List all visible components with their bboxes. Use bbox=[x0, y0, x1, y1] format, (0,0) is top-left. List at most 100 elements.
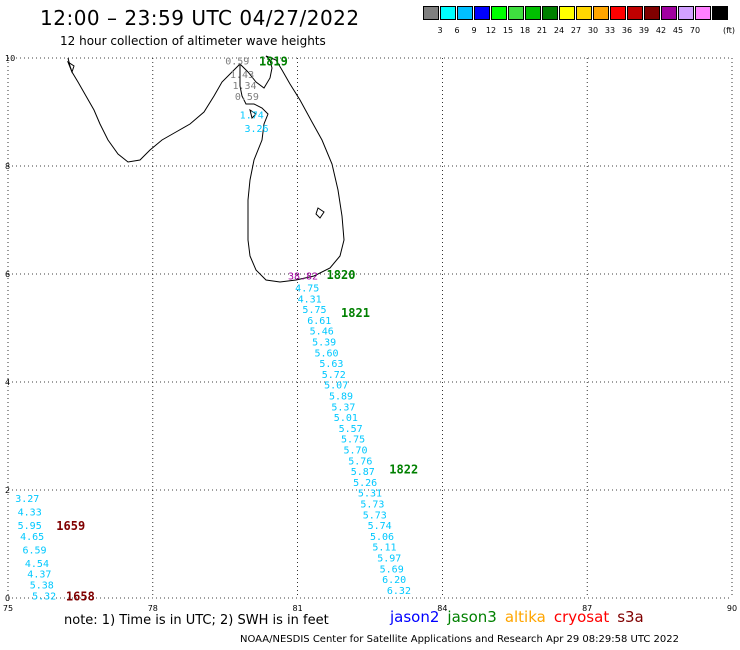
wave-height-value: 4.37 bbox=[27, 570, 51, 581]
wave-height-value: 5.37 bbox=[331, 402, 355, 413]
scale-label: 27 bbox=[570, 26, 582, 35]
scale-label: 6 bbox=[454, 26, 460, 35]
india-coastline bbox=[67, 57, 241, 163]
wave-height-value: 6.32 bbox=[387, 586, 411, 597]
wave-height-value: 6.61 bbox=[307, 316, 331, 327]
sri-lanka-coastline bbox=[239, 55, 345, 283]
scale-label: 70 bbox=[689, 26, 701, 35]
wave-height-value: 5.39 bbox=[312, 338, 336, 349]
wave-height-value: 4.31 bbox=[298, 294, 322, 305]
scale-swatch bbox=[508, 6, 524, 20]
scale-swatch bbox=[440, 6, 456, 20]
scale-label: 9 bbox=[471, 26, 477, 35]
scale-swatch bbox=[695, 6, 711, 20]
wave-height-value: 5.06 bbox=[370, 532, 394, 543]
pass-time-label: 1820 bbox=[327, 268, 356, 282]
scale-label: 36 bbox=[621, 26, 633, 35]
wave-height-value: 5.01 bbox=[334, 413, 358, 424]
pass-time-label: 1822 bbox=[389, 462, 418, 476]
pass-time-label: 1659 bbox=[56, 519, 85, 533]
scale-swatch bbox=[542, 6, 558, 20]
scale-swatch bbox=[474, 6, 490, 20]
scale-label: 24 bbox=[553, 26, 565, 35]
wave-height-value: 5.70 bbox=[343, 446, 367, 457]
scale-label: 21 bbox=[536, 26, 548, 35]
coastline bbox=[66, 55, 345, 283]
legend-item-cryosat: cryosat bbox=[553, 608, 610, 626]
scale-swatch bbox=[525, 6, 541, 20]
wave-height-value: 5.31 bbox=[358, 489, 382, 500]
scale-label: 15 bbox=[502, 26, 514, 35]
scale-swatch bbox=[627, 6, 643, 20]
scale-swatch bbox=[559, 6, 575, 20]
footnote: note: 1) Time is in UTC; 2) SWH is in fe… bbox=[64, 613, 329, 628]
scale-swatch bbox=[423, 6, 439, 20]
x-tick-label: 81 bbox=[293, 604, 303, 613]
wave-height-value: 5.75 bbox=[302, 305, 326, 316]
wave-height-value: 4.54 bbox=[25, 559, 49, 570]
scale-swatch bbox=[491, 6, 507, 20]
scale-label: 33 bbox=[604, 26, 616, 35]
coast-islet bbox=[249, 108, 257, 119]
scale-swatch bbox=[712, 6, 728, 20]
wave-height-value: 5.74 bbox=[368, 521, 392, 532]
y-tick-label: 2 bbox=[5, 486, 10, 495]
scale-label: 18 bbox=[519, 26, 531, 35]
scale-swatch bbox=[576, 6, 592, 20]
legend-item-s3a: s3a bbox=[617, 608, 644, 626]
coast-islet bbox=[315, 207, 325, 219]
x-tick-label: 84 bbox=[437, 604, 447, 613]
wave-height-value: 5.38 bbox=[30, 581, 54, 592]
wave-height-value: 4.65 bbox=[20, 532, 44, 543]
scale-swatch bbox=[457, 6, 473, 20]
map-title: 12:00 – 23:59 UTC 04/27/2022 bbox=[40, 6, 360, 30]
map-subtitle: 12 hour collection of altimeter wave hei… bbox=[60, 34, 326, 48]
wave-height-value: 1.74 bbox=[240, 111, 264, 122]
scale-unit: (ft) bbox=[723, 26, 736, 35]
wave-height-value: 5.11 bbox=[372, 543, 396, 554]
wave-height-value: 5.97 bbox=[377, 554, 401, 565]
x-tick-label: 87 bbox=[582, 604, 592, 613]
wave-height-value: 6.20 bbox=[382, 575, 406, 586]
scale-label: 12 bbox=[485, 26, 497, 35]
wave-height-value: 5.46 bbox=[310, 327, 334, 338]
y-tick-label: 10 bbox=[5, 54, 15, 63]
scale-label: 39 bbox=[638, 26, 650, 35]
wave-height-value: 5.75 bbox=[341, 435, 365, 446]
x-tick-label: 90 bbox=[727, 604, 737, 613]
x-tick-label: 78 bbox=[148, 604, 158, 613]
pass-time-label: 1819 bbox=[259, 55, 288, 69]
wave-height-value: 5.76 bbox=[348, 456, 372, 467]
wave-height-value: 1.43 bbox=[230, 70, 254, 81]
y-tick-label: 0 bbox=[5, 594, 10, 603]
map-grid bbox=[7, 57, 733, 599]
legend-item-jason2: jason2 bbox=[390, 608, 440, 626]
wave-height-value: 5.26 bbox=[353, 478, 377, 489]
scale-swatch bbox=[661, 6, 677, 20]
wave-height-value: 4.75 bbox=[295, 284, 319, 295]
satellite-legend: jason2 jason3 altika cryosat s3a bbox=[390, 608, 652, 626]
wave-height-value: 5.73 bbox=[360, 500, 384, 511]
wave-height-value: 5.63 bbox=[319, 359, 343, 370]
credit-line: NOAA/NESDIS Center for Satellite Applica… bbox=[240, 634, 679, 645]
wave-height-value: 5.60 bbox=[314, 348, 338, 359]
legend-item-altika: altika bbox=[504, 608, 546, 626]
wave-height-value: 1.34 bbox=[232, 81, 256, 92]
wave-height-value: 5.87 bbox=[351, 467, 375, 478]
scale-label: 3 bbox=[437, 26, 443, 35]
wave-height-value: 5.07 bbox=[324, 381, 348, 392]
coast-islet bbox=[66, 60, 75, 74]
y-tick-label: 6 bbox=[5, 270, 10, 279]
wave-height-value: 38.82 bbox=[288, 272, 318, 283]
scale-label: 30 bbox=[587, 26, 599, 35]
wave-height-value: 0.59 bbox=[225, 57, 249, 68]
scale-swatch bbox=[593, 6, 609, 20]
wave-height-value: 5.73 bbox=[363, 510, 387, 521]
wave-height-value: 5.32 bbox=[32, 591, 56, 602]
y-tick-label: 4 bbox=[5, 378, 10, 387]
scale-swatch bbox=[644, 6, 660, 20]
wave-height-value: 5.95 bbox=[18, 521, 42, 532]
pass-time-label: 1821 bbox=[341, 306, 370, 320]
scale-label: 42 bbox=[655, 26, 667, 35]
